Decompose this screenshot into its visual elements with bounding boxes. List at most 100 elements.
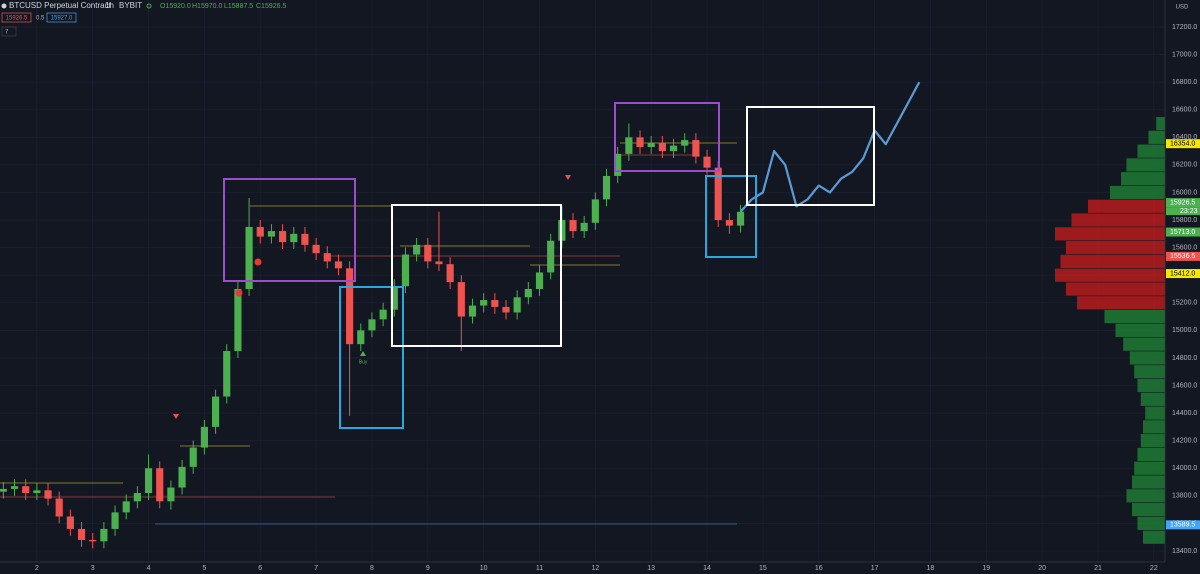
candle-body bbox=[290, 233, 298, 243]
ohlc-open: O15920.0 bbox=[160, 3, 191, 10]
candle-body bbox=[267, 231, 275, 237]
candle-body bbox=[223, 351, 231, 397]
x-tick-label: 17 bbox=[871, 565, 879, 572]
profile-bar bbox=[1077, 296, 1165, 310]
candle-body bbox=[547, 240, 555, 273]
x-tick-label: 14 bbox=[703, 565, 711, 572]
forecast-line bbox=[739, 81, 921, 213]
candle-body bbox=[312, 244, 320, 254]
candle-body bbox=[122, 501, 130, 513]
candle-body bbox=[457, 282, 465, 317]
candle-body bbox=[614, 153, 622, 176]
profile-bar bbox=[1110, 185, 1165, 200]
candle-body bbox=[77, 528, 86, 540]
range-box bbox=[339, 286, 404, 429]
spread: 0.5 bbox=[36, 16, 45, 22]
price-badge bbox=[1166, 198, 1200, 208]
interval: 1h bbox=[105, 1, 114, 10]
buy-button[interactable] bbox=[46, 12, 77, 23]
profile-bar bbox=[1104, 309, 1165, 324]
y-tick-label: 14400.0 bbox=[1172, 410, 1197, 417]
profile-bar bbox=[1126, 158, 1165, 172]
y-tick-label: 15600.0 bbox=[1172, 244, 1197, 251]
candle-body bbox=[669, 145, 678, 152]
candle-body bbox=[89, 539, 97, 542]
profile-bar bbox=[1055, 227, 1165, 241]
range-box bbox=[223, 178, 356, 282]
candle-body bbox=[658, 142, 666, 152]
candle-body bbox=[22, 486, 30, 494]
price-badge bbox=[1166, 269, 1200, 279]
sell-marker bbox=[173, 414, 179, 419]
candle-body bbox=[513, 297, 521, 313]
range-box bbox=[746, 106, 875, 206]
profile-bar bbox=[1129, 351, 1165, 365]
candle-body bbox=[480, 300, 488, 306]
candle-body bbox=[535, 272, 544, 289]
profile-bar bbox=[1137, 516, 1165, 530]
exchange: BYBIT bbox=[119, 1, 142, 10]
candle-body bbox=[346, 268, 354, 345]
profile-bar bbox=[1132, 503, 1165, 517]
candle-body bbox=[368, 319, 376, 331]
profile-bar bbox=[1156, 116, 1165, 131]
indicator-count: 7 bbox=[5, 30, 9, 36]
sell-price: 15926.5 bbox=[6, 16, 28, 22]
profile-bar bbox=[1066, 241, 1165, 255]
profile-bar bbox=[1055, 268, 1165, 282]
x-tick-label: 7 bbox=[314, 565, 318, 572]
currency: USD bbox=[1176, 5, 1189, 11]
candle-body bbox=[491, 300, 499, 307]
candle-body bbox=[167, 487, 175, 502]
ohlc-close: C15926.5 bbox=[256, 3, 286, 10]
candle-body bbox=[256, 226, 264, 237]
candle-body bbox=[334, 261, 343, 269]
candle-body bbox=[245, 226, 253, 289]
header: BTCUSD Perpetual Contract 1h BYBIT O1592… bbox=[1, 1, 286, 37]
indicator-toggle[interactable] bbox=[1, 26, 17, 37]
profile-bar bbox=[1126, 489, 1165, 503]
candle-body bbox=[100, 528, 108, 542]
profile-bar bbox=[1115, 323, 1165, 337]
price-badge bbox=[1166, 139, 1200, 149]
buy-label: Buy bbox=[359, 359, 368, 365]
candle-body bbox=[681, 140, 689, 146]
y-tick-label: 17200.0 bbox=[1172, 24, 1197, 31]
candle-body bbox=[111, 512, 119, 529]
candle-body bbox=[413, 244, 421, 255]
price-badge-label: 15412.0 bbox=[1170, 270, 1195, 277]
candle-body bbox=[301, 233, 309, 245]
profile-bar bbox=[1137, 447, 1165, 462]
price-badge bbox=[1166, 520, 1200, 530]
profile-bar bbox=[1140, 392, 1165, 406]
y-tick-label: 15800.0 bbox=[1172, 217, 1197, 224]
ohlc-low: L15887.5 bbox=[224, 3, 253, 10]
candle-body bbox=[524, 288, 532, 298]
sell-button[interactable] bbox=[1, 12, 32, 23]
profile-bar bbox=[1088, 199, 1165, 213]
candle-body bbox=[156, 468, 164, 502]
x-tick-label: 3 bbox=[91, 565, 95, 572]
x-tick-label: 18 bbox=[927, 565, 935, 572]
price-badge-label: 15926.5 bbox=[1170, 199, 1195, 206]
range-box bbox=[705, 175, 757, 258]
y-tick-label: 13800.0 bbox=[1172, 493, 1197, 500]
candle-body bbox=[692, 140, 700, 157]
countdown-label: 23:23 bbox=[1180, 208, 1198, 215]
y-tick-label: 13400.0 bbox=[1172, 548, 1197, 555]
candle-body bbox=[725, 220, 733, 226]
candle-body bbox=[591, 199, 599, 223]
countdown-badge bbox=[1166, 207, 1200, 216]
x-tick-label: 4 bbox=[147, 565, 151, 572]
y-tick-label: 15200.0 bbox=[1172, 300, 1197, 307]
y-tick-label: 16400.0 bbox=[1172, 134, 1197, 141]
x-tick-label: 19 bbox=[982, 565, 990, 572]
y-tick-label: 14200.0 bbox=[1172, 438, 1197, 445]
profile-bar bbox=[1137, 144, 1165, 158]
candle-body bbox=[390, 286, 398, 310]
y-tick-label: 14600.0 bbox=[1172, 382, 1197, 389]
y-tick-label: 16200.0 bbox=[1172, 162, 1197, 169]
